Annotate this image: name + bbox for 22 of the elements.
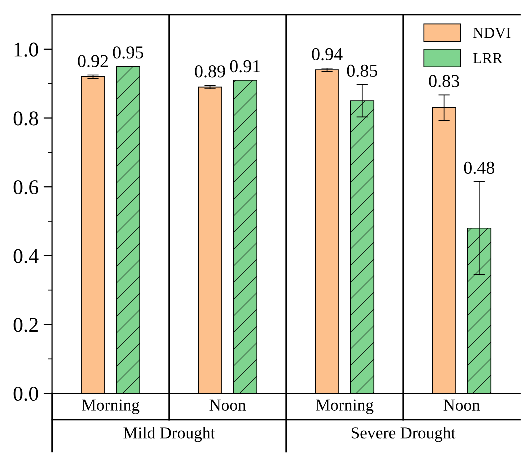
x-tick-label: Morning	[316, 400, 374, 414]
y-tick-label: 0.0	[14, 386, 38, 402]
x-tick-label: Noon	[210, 400, 246, 411]
y-tick-label: 0.6	[14, 180, 38, 195]
legend-label: LRR	[473, 53, 503, 64]
data-label: 0.48	[464, 162, 495, 174]
y-tick-label: 0.8	[14, 112, 38, 126]
data-label: 0.89	[195, 66, 226, 78]
y-tick-label: 0.4	[14, 249, 39, 264]
text: Mild Drought	[124, 427, 216, 442]
data-label: 0.85	[347, 64, 378, 78]
data-label: 0.83	[429, 75, 460, 88]
data-label: 0.92	[78, 55, 108, 68]
text: Severe Drought	[352, 427, 456, 442]
y-tick-label: 0.2	[14, 318, 38, 332]
x-tick-label: Morning	[82, 400, 140, 414]
y-tick-label: 1.0	[14, 42, 38, 57]
x-tick-label: Noon	[444, 400, 480, 411]
legend-label: NDVI	[473, 28, 511, 38]
data-label: 0.91	[230, 60, 260, 73]
data-label: 0.94	[312, 48, 343, 61]
data-label: 0.95	[113, 46, 144, 59]
